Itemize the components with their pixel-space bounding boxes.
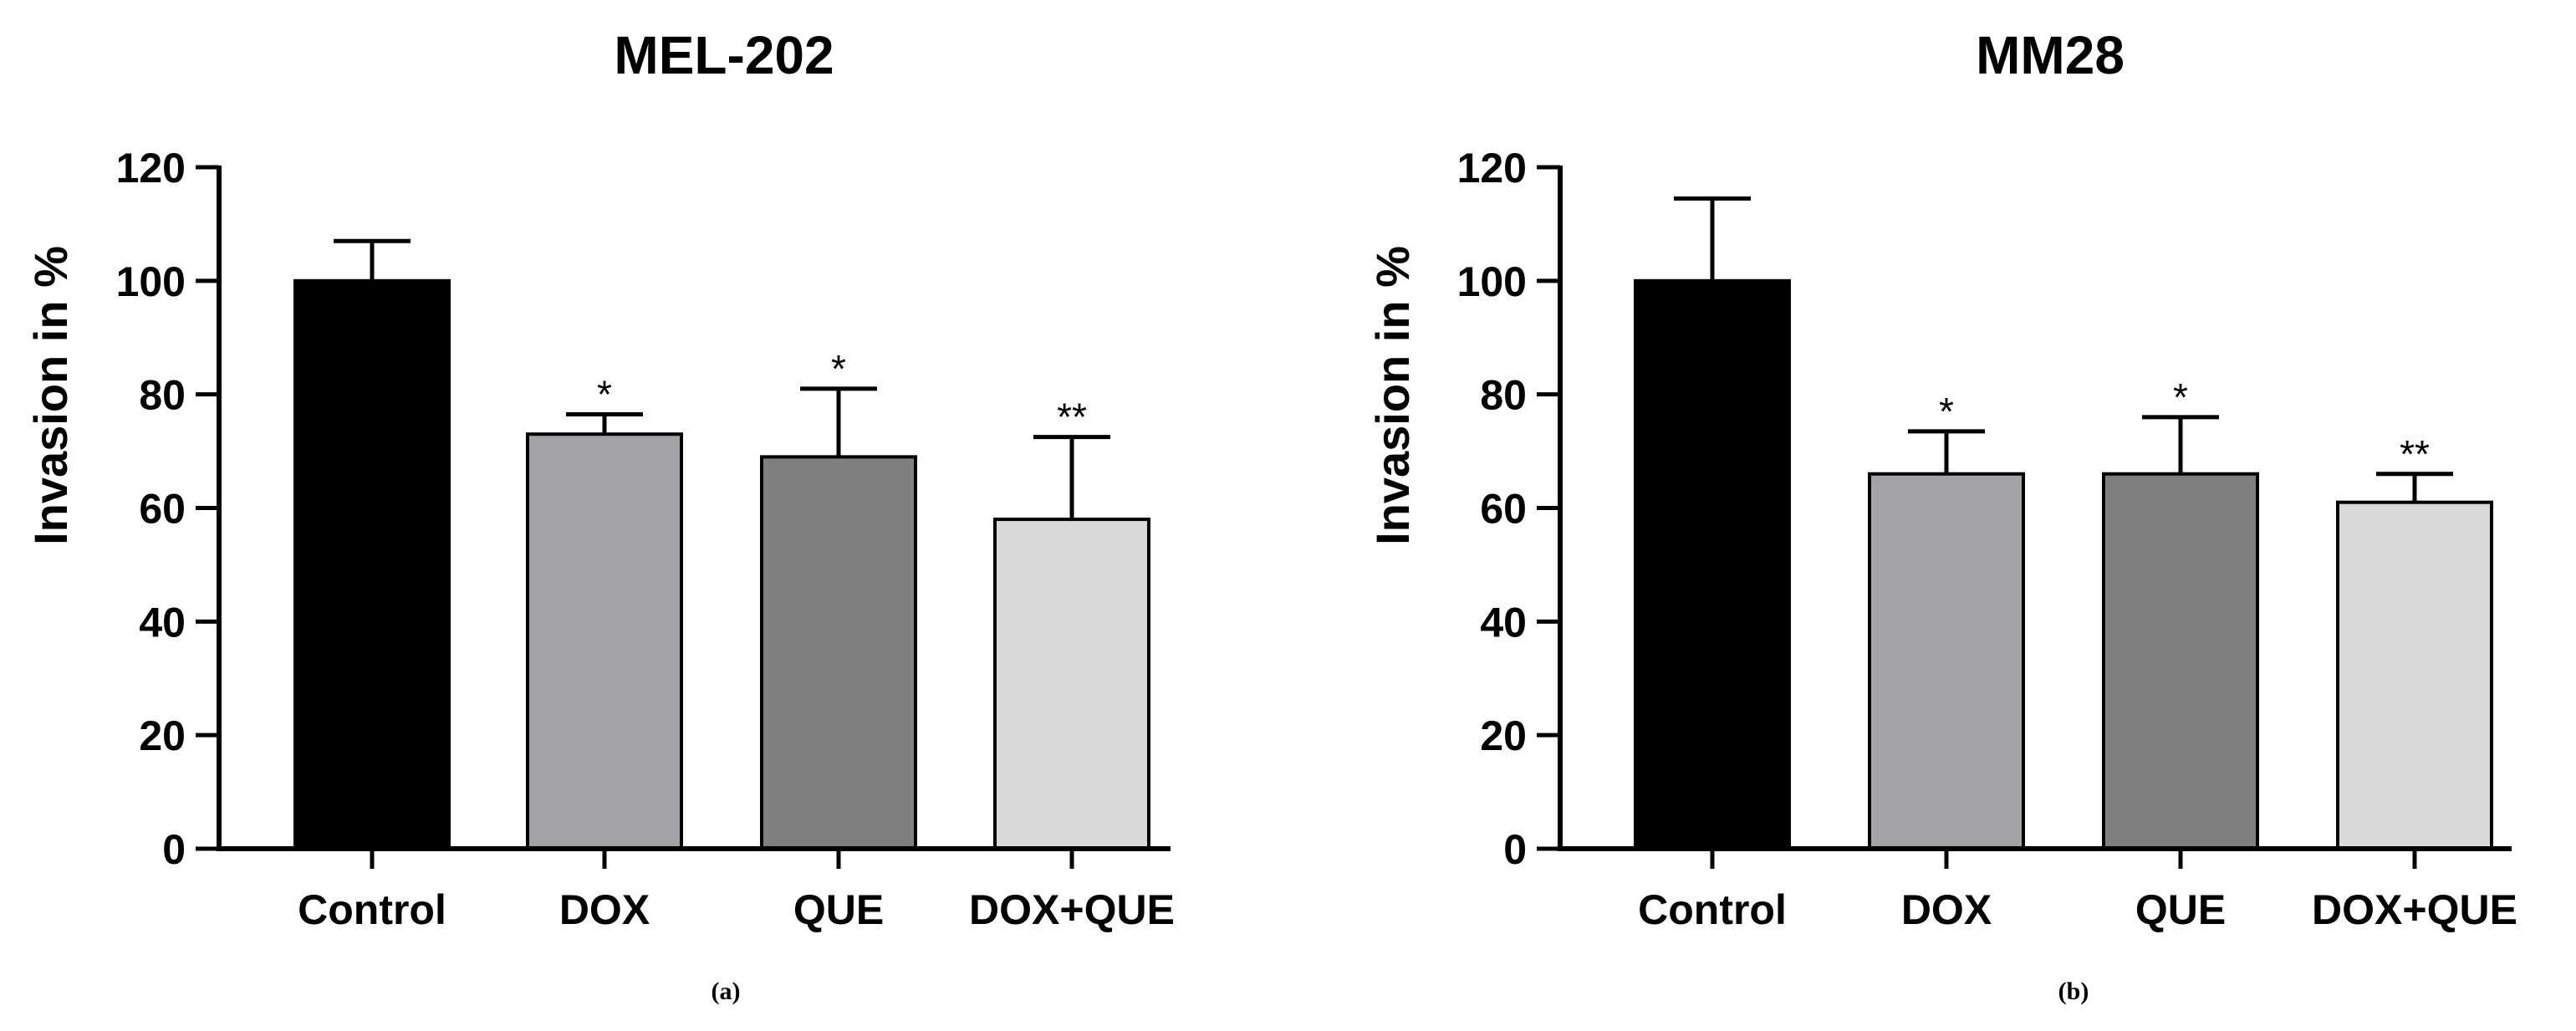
y-tick-label: 80 bbox=[139, 372, 186, 419]
category-label: DOX+QUE bbox=[969, 886, 1175, 933]
bar bbox=[526, 432, 683, 850]
y-tick-label: 120 bbox=[1457, 145, 1527, 191]
bar bbox=[2102, 472, 2259, 850]
y-tick-label: 20 bbox=[1480, 712, 1527, 759]
category-label: Control bbox=[1638, 886, 1787, 933]
bar bbox=[293, 278, 451, 851]
bar bbox=[1868, 472, 2025, 850]
chart-a: MEL-202 Invasion in % (a) Control * DOX * QU… bbox=[24, 25, 1175, 1005]
significance-label: * bbox=[2173, 375, 2188, 419]
category-label: QUE bbox=[793, 886, 884, 933]
y-tick-label: 40 bbox=[1480, 599, 1527, 646]
y-tick-label: 20 bbox=[139, 712, 186, 759]
y-tick-label: 0 bbox=[162, 826, 186, 873]
significance-label: ** bbox=[2400, 432, 2430, 476]
chart-b: MM28 Invasion in % (b) Control * DOX * QUE **… bbox=[1366, 25, 2517, 1005]
y-tick-label: 80 bbox=[1480, 372, 1527, 419]
significance-label: * bbox=[1939, 390, 1954, 433]
bar bbox=[2336, 500, 2493, 850]
chart-b-title: MM28 bbox=[1976, 25, 2125, 85]
chart-b-plot: Control * DOX * QUE ** DOX+QUE 0 20 40 60 80 100 120 bbox=[1457, 145, 2517, 933]
chart-a-ylabel: Invasion in % bbox=[24, 246, 77, 545]
chart-a-title: MEL-202 bbox=[614, 25, 834, 85]
chart-b-panel-label: (b) bbox=[2058, 977, 2089, 1005]
significance-label: * bbox=[831, 347, 846, 390]
category-label: DOX+QUE bbox=[2312, 886, 2517, 933]
y-tick-label: 120 bbox=[116, 145, 186, 191]
y-tick-label: 100 bbox=[116, 258, 186, 305]
bar bbox=[993, 518, 1150, 850]
bar bbox=[760, 455, 917, 850]
bar bbox=[1634, 278, 1791, 851]
significance-label: * bbox=[597, 372, 612, 416]
y-tick-label: 60 bbox=[1480, 486, 1527, 533]
category-label: Control bbox=[298, 886, 446, 933]
y-tick-label: 40 bbox=[139, 599, 186, 646]
chart-b-ylabel: Invasion in % bbox=[1366, 246, 1419, 545]
chart-a-panel-label: (a) bbox=[712, 977, 741, 1005]
y-tick-label: 100 bbox=[1457, 258, 1527, 305]
chart-a-plot: Control * DOX * QUE ** DOX+QUE 0 20 40 60 80 100 120 bbox=[116, 145, 1175, 933]
significance-label: ** bbox=[1057, 396, 1087, 439]
y-tick-label: 0 bbox=[1503, 826, 1527, 873]
category-label: DOX bbox=[559, 886, 650, 933]
y-tick-label: 60 bbox=[139, 486, 186, 533]
category-label: DOX bbox=[1901, 886, 1992, 933]
category-label: QUE bbox=[2135, 886, 2226, 933]
